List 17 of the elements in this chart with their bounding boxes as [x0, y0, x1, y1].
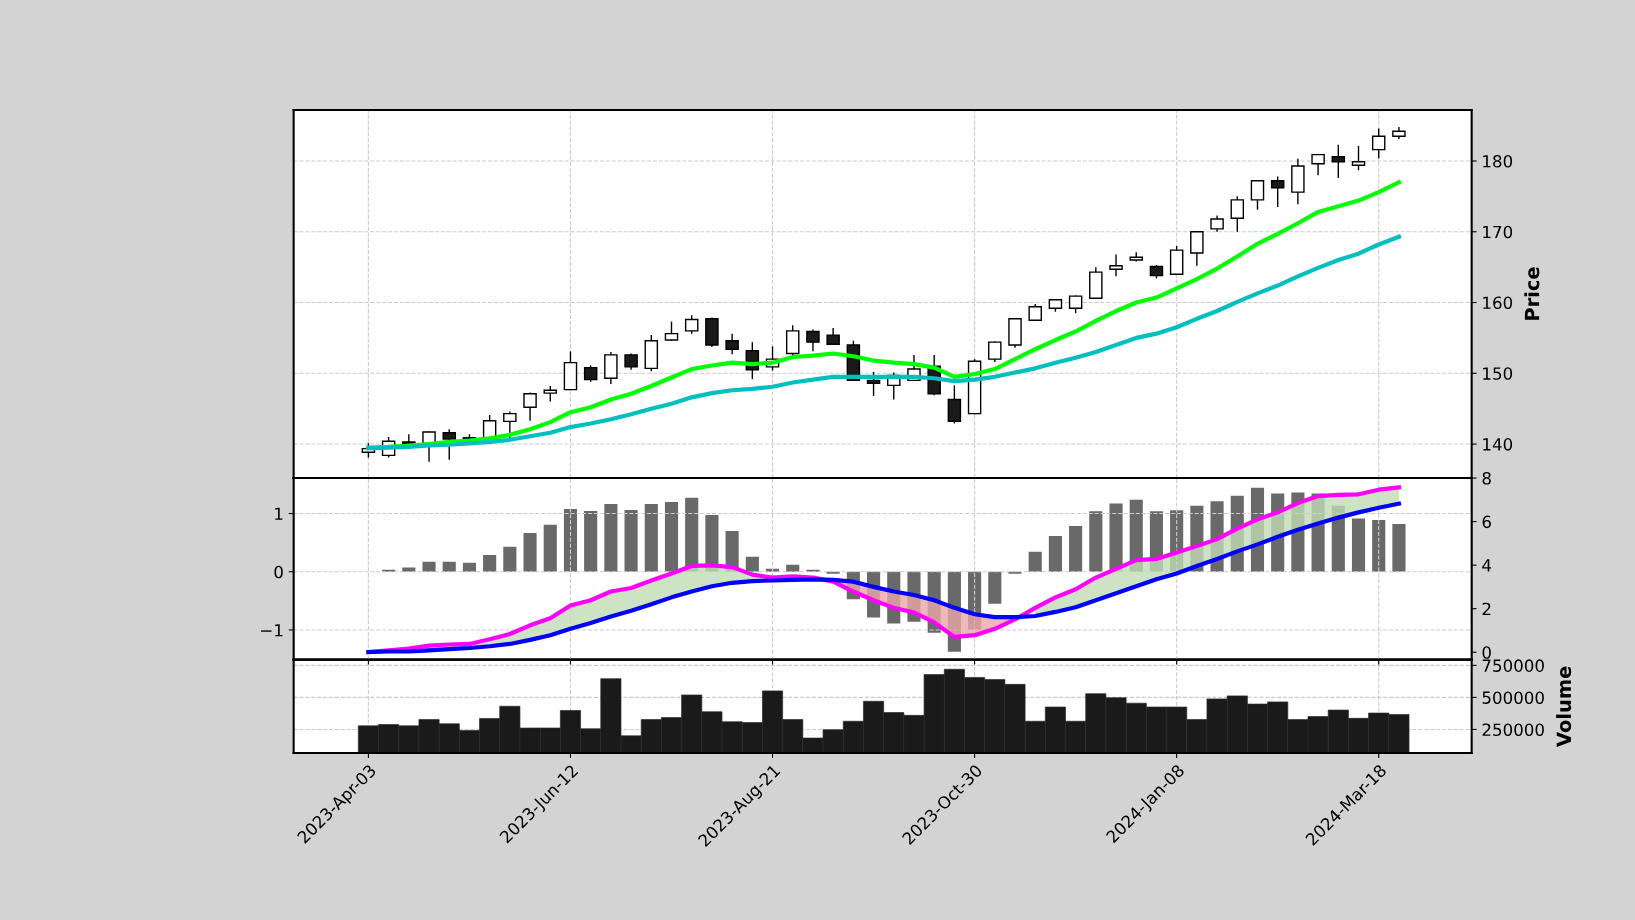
y-tick-label: 250000: [1482, 723, 1544, 737]
y2-tick-label: 2: [1482, 602, 1491, 616]
y-tick-label: 170: [1483, 225, 1513, 239]
y-tick-label: 750000: [1482, 659, 1544, 672]
y-tick-label: 500000: [1482, 691, 1544, 704]
y-tick-label: 160: [1483, 296, 1513, 310]
y-tick-label: 0: [274, 565, 283, 579]
y-tick-label: 1: [275, 507, 283, 520]
y-tick-label: −1: [261, 624, 283, 637]
y-tick-label: 180: [1483, 154, 1513, 168]
y-tick-label: 140: [1483, 438, 1513, 451]
y-tick-label: 150: [1483, 367, 1513, 380]
y2-tick-label: 4: [1482, 559, 1492, 572]
y2-tick-label: 6: [1482, 515, 1491, 529]
y-axis-title: Volume: [1556, 666, 1572, 747]
y2-tick-label: 8: [1482, 471, 1491, 485]
y-axis-title: Price: [1524, 267, 1540, 320]
